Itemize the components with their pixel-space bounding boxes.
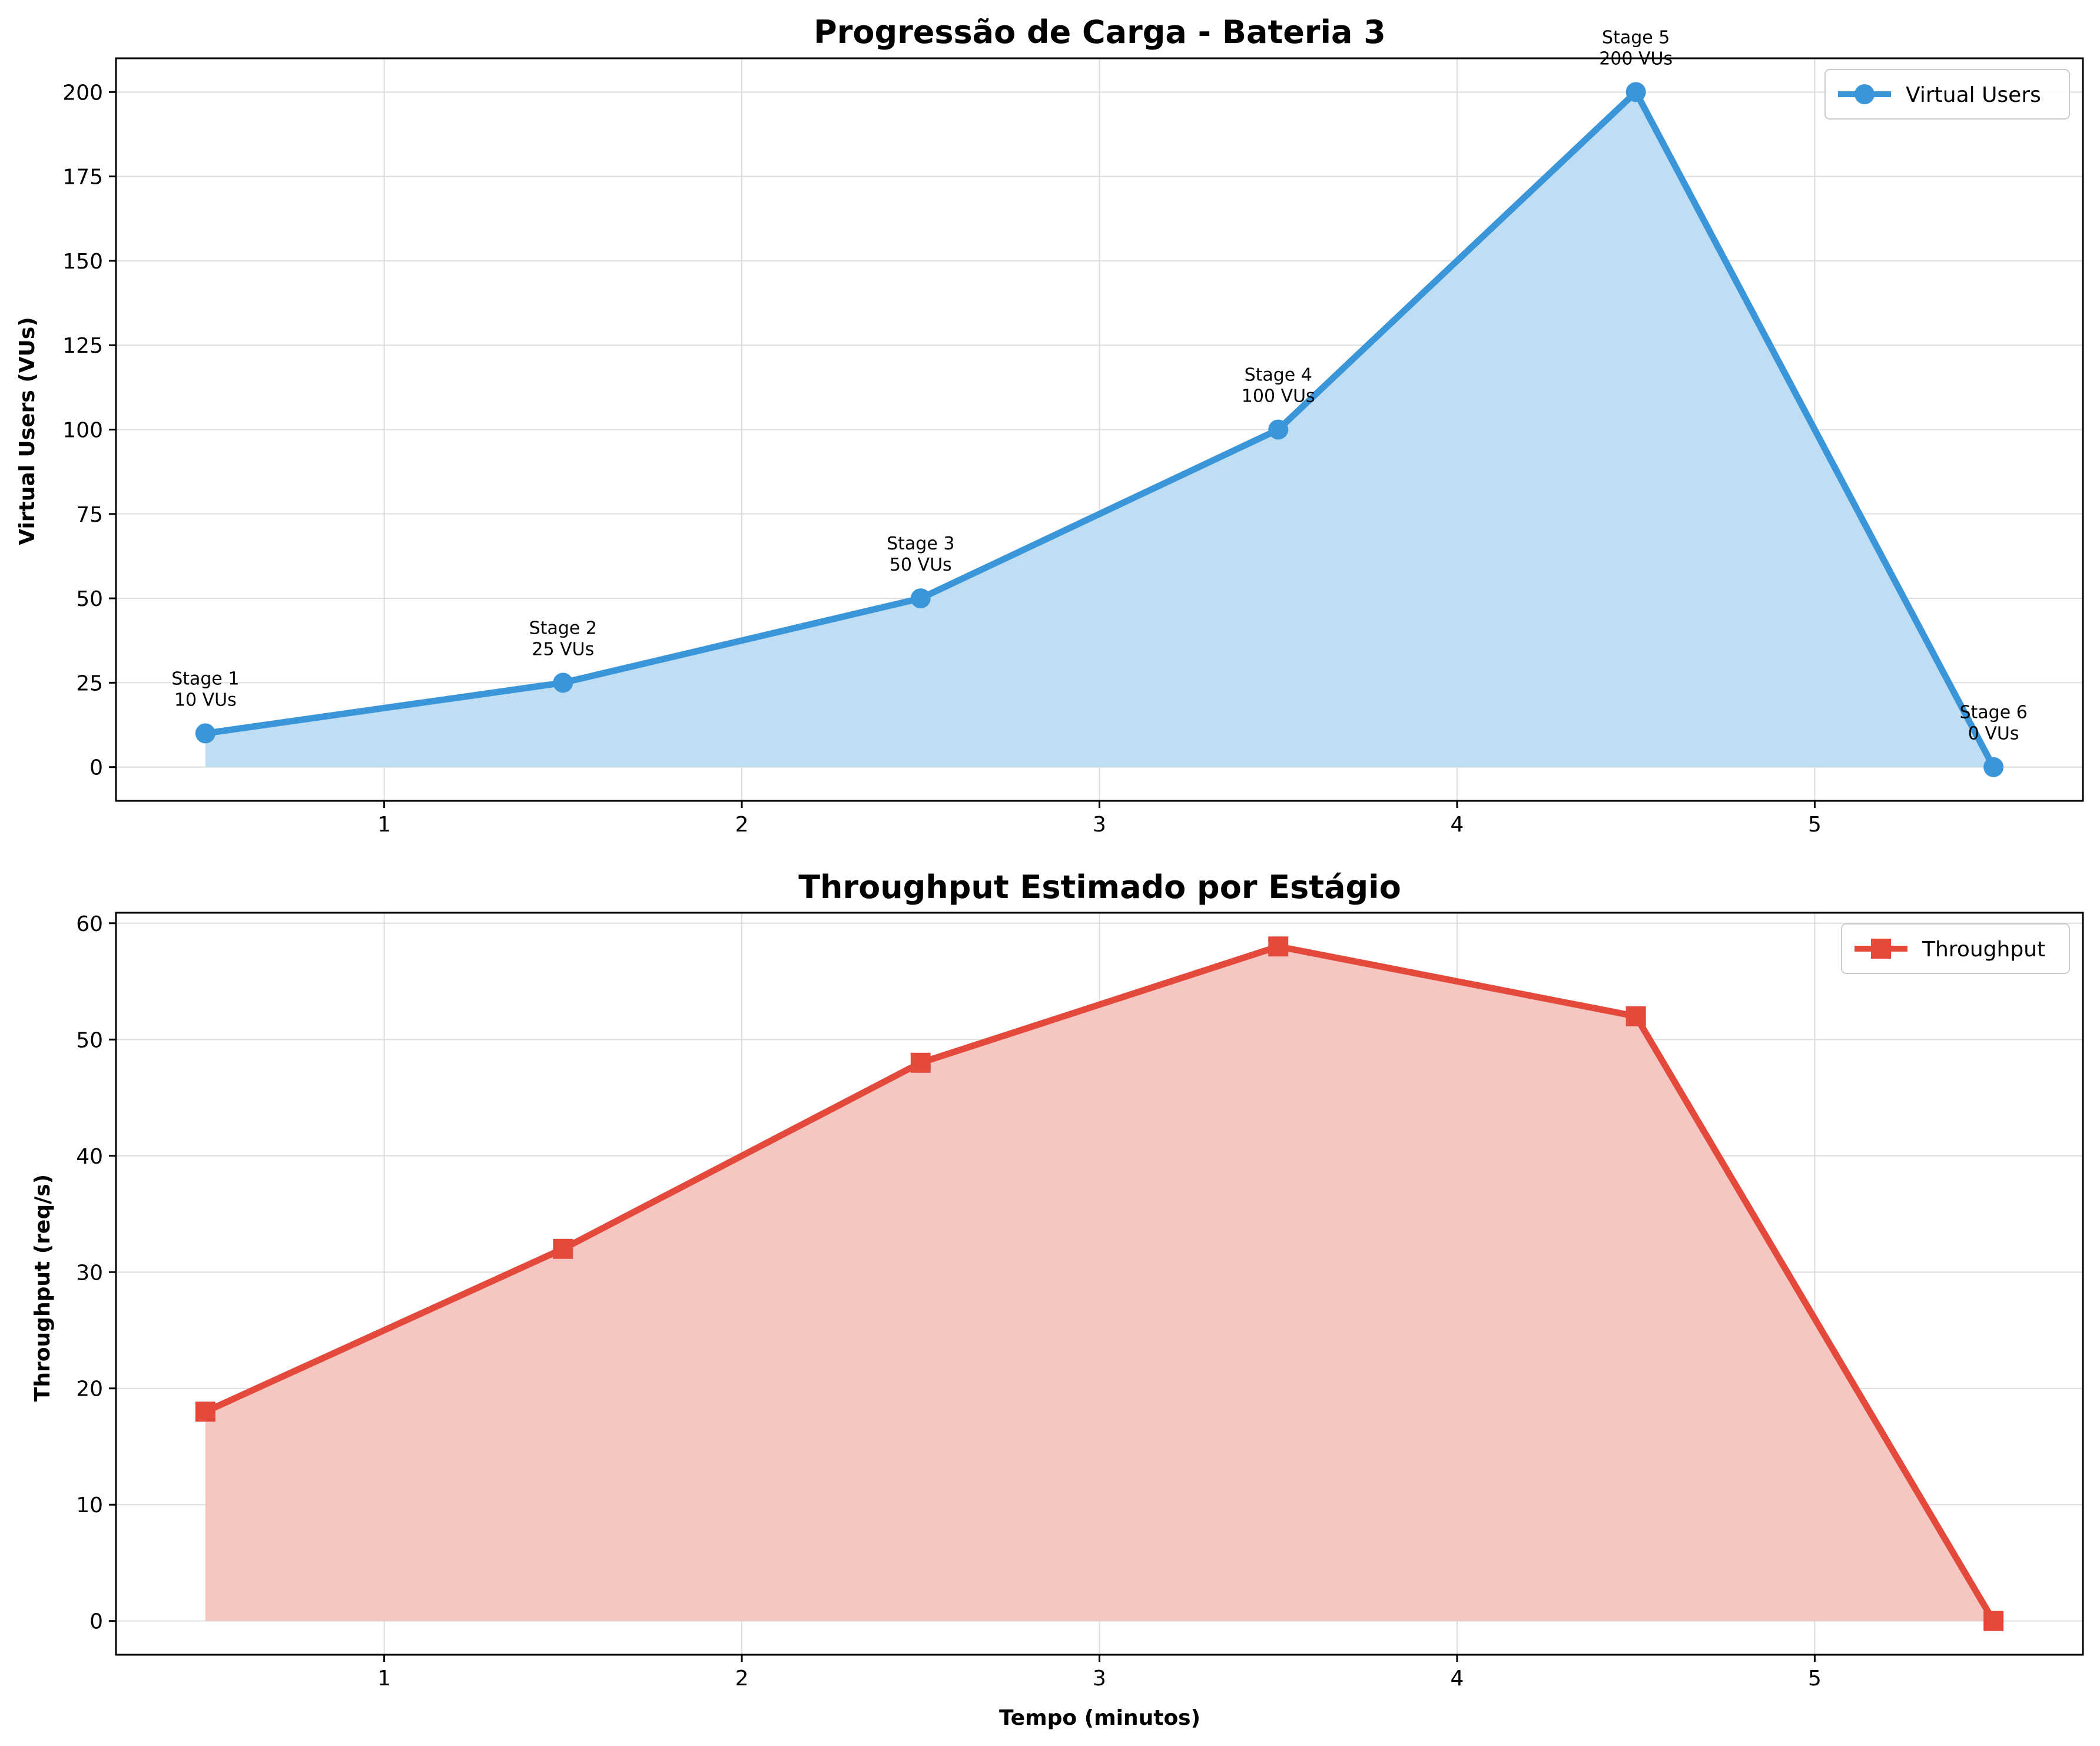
y-tick-label: 20 [76, 1377, 103, 1402]
legend-marker-virtual-users [1854, 84, 1875, 104]
y-tick-label: 150 [62, 250, 103, 274]
area-fill-virtual-users [205, 92, 1994, 767]
data-point [910, 588, 931, 609]
x-tick-label: 3 [1093, 1667, 1106, 1691]
chart-panel-throughput: Throughput Estimado por Estágio Throughp… [31, 869, 2084, 1730]
legend-box [1824, 69, 2070, 120]
annotation-stage-label: Stage 2 [529, 618, 597, 638]
y-tick-label: 25 [76, 671, 103, 695]
y-tick-label: 50 [76, 587, 103, 611]
x-tick-label: 3 [1093, 813, 1106, 837]
data-point [1625, 82, 1646, 102]
y-tick-label: 0 [89, 756, 103, 780]
legend: Virtual Users [1824, 69, 2070, 120]
annotation-vus-label: 10 VUs [174, 690, 237, 710]
chart-panel-virtual-users: Progressão de Carga - Bateria 3 Virtual … [15, 14, 2084, 837]
y-tick-label: 100 [62, 419, 103, 443]
x-tick-label: 4 [1451, 813, 1464, 837]
data-point [553, 1238, 573, 1259]
annotation-stage-label: Stage 1 [171, 668, 239, 689]
legend-marker-throughput [1871, 939, 1891, 959]
y-tick-label: 50 [76, 1028, 103, 1052]
annotation-vus-label: 50 VUs [890, 555, 952, 575]
area-fill-throughput [205, 946, 1994, 1621]
data-point [1983, 757, 2004, 777]
annotation-stage-label: Stage 3 [887, 534, 954, 554]
annotation-vus-label: 100 VUs [1242, 386, 1315, 407]
data-point [1625, 1006, 1646, 1026]
data-point [195, 1402, 215, 1422]
x-tick-label: 2 [735, 1667, 749, 1691]
x-axis-label: Tempo (minutos) [999, 1706, 1200, 1730]
data-point [910, 1052, 931, 1073]
series-line-throughput [202, 943, 1997, 1625]
data-point [195, 723, 215, 744]
data-point [1983, 1611, 2004, 1631]
annotation-stage-label: Stage 6 [1959, 703, 2027, 723]
x-tick-label: 2 [735, 813, 749, 837]
y-tick-label: 200 [62, 81, 103, 105]
legend: Throughput [1841, 923, 2070, 974]
x-tick-label: 1 [377, 813, 391, 837]
x-tick-label: 1 [377, 1667, 391, 1691]
y-tick-label: 60 [76, 912, 103, 936]
data-point [553, 672, 573, 693]
y-tick-label: 75 [76, 503, 103, 527]
x-tick-label: 4 [1451, 1667, 1464, 1691]
y-tick-label: 30 [76, 1261, 103, 1285]
legend-label-virtual-users: Virtual Users [1906, 83, 2041, 107]
x-tick-label: 5 [1808, 813, 1822, 837]
y-tick-label: 40 [76, 1145, 103, 1169]
annotation-vus-label: 25 VUs [532, 639, 594, 660]
data-point [1268, 936, 1289, 957]
annotation-stage-label: Stage 4 [1245, 365, 1312, 386]
y-tick-label: 10 [76, 1493, 103, 1518]
chart-title: Progressão de Carga - Bateria 3 [814, 14, 1386, 51]
x-tick-label: 5 [1808, 1667, 1822, 1691]
y-axis-label: Virtual Users (VUs) [15, 317, 39, 545]
y-tick-label: 175 [62, 165, 103, 190]
legend-label-throughput: Throughput [1922, 937, 2045, 962]
chart-title: Throughput Estimado por Estágio [798, 869, 1401, 906]
legend-box [1841, 923, 2070, 974]
data-point [1268, 419, 1289, 440]
y-tick-label: 0 [89, 1610, 103, 1634]
annotation-vus-label: 0 VUs [1968, 724, 2019, 744]
annotation-stage-label: Stage 5 [1602, 27, 1670, 48]
series-line-virtual-users [202, 88, 1997, 771]
y-tick-label: 125 [62, 334, 103, 358]
y-axis-label: Throughput (req/s) [31, 1174, 55, 1402]
